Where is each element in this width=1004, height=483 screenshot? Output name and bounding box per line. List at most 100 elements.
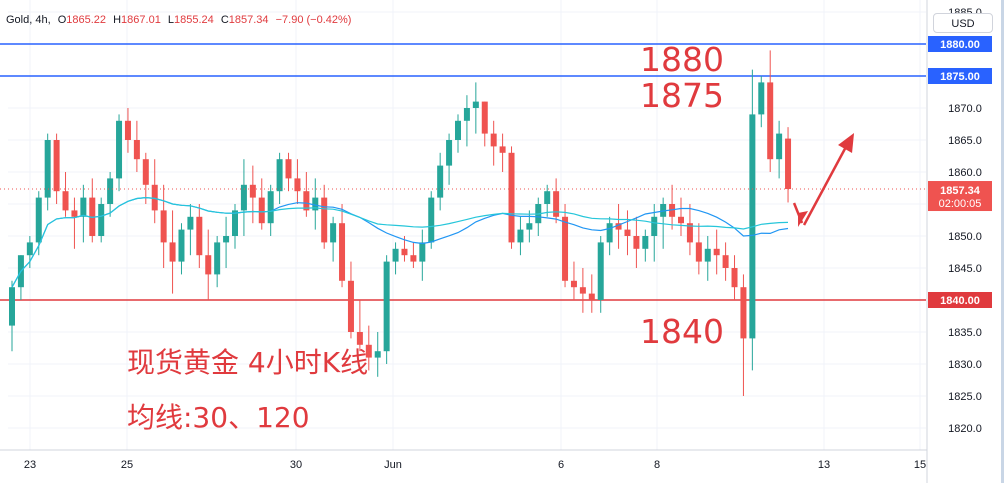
- price-tick-label: 1850.0: [948, 231, 982, 243]
- annotation-1875: 1875: [640, 76, 724, 115]
- close-value: 1857.34: [228, 14, 269, 26]
- candle-body: [249, 184, 256, 198]
- moving-average-note: 均线:30、120: [127, 401, 310, 434]
- close-label: C: [220, 14, 229, 26]
- candle-body: [678, 216, 684, 224]
- candle-body: [276, 159, 283, 192]
- candle-body: [9, 287, 15, 326]
- low-value: 1855.24: [174, 14, 214, 26]
- symbol-label: Gold, 4h,: [6, 14, 51, 26]
- candle-body: [80, 197, 87, 217]
- candle-body: [713, 248, 720, 256]
- candle-body: [187, 216, 194, 230]
- candle-body: [232, 210, 238, 236]
- candle-body: [124, 120, 131, 140]
- candle-body: [178, 229, 185, 262]
- time-tick-label: 30: [290, 459, 302, 471]
- change-value: −7.90 (−0.42%): [275, 14, 352, 26]
- candle-body: [758, 82, 765, 115]
- candle-body: [606, 223, 613, 243]
- last-price-tag-countdown: 02:00:05: [939, 198, 982, 210]
- time-tick-label: Jun: [384, 459, 402, 471]
- candle-body: [544, 191, 551, 204]
- candle-body: [767, 82, 774, 160]
- candle-body: [722, 255, 729, 268]
- candle-body: [312, 197, 319, 211]
- candle-body: [463, 108, 470, 121]
- candle-body: [258, 197, 265, 224]
- open-value: 1865.22: [66, 14, 107, 26]
- candle-body: [160, 210, 167, 243]
- price-tick-label: 1865.0: [948, 135, 982, 147]
- level-price-tag-text: 1875.00: [940, 71, 980, 83]
- candle-body: [570, 280, 577, 288]
- candle-body: [419, 242, 426, 262]
- chart-caption: 现货黄金 4小时K线: [127, 346, 369, 379]
- candle-body: [62, 191, 69, 211]
- candle-body: [214, 242, 221, 275]
- candle-body: [53, 140, 60, 192]
- level-price-tag-text: 1840.00: [940, 295, 980, 307]
- level-price-tag: [928, 68, 992, 84]
- up-arrow-line: [802, 142, 850, 226]
- price-tick-label: 1835.0: [948, 327, 982, 339]
- ohlc-legend: Gold, 4h, O1865.22 H1867.01 L1855.24 C18…: [6, 14, 355, 26]
- candle-body: [240, 184, 247, 211]
- candle-body: [481, 101, 488, 134]
- price-tick-label: 1830.0: [948, 359, 982, 371]
- candle-body: [410, 255, 417, 262]
- time-tick-label: 6: [558, 459, 564, 471]
- candle-body: [44, 140, 51, 198]
- candle-body: [686, 223, 693, 243]
- low-label: L: [167, 14, 174, 26]
- down-arrow-head: [798, 211, 809, 228]
- time-tick-label: 8: [654, 459, 660, 471]
- candle-body: [98, 204, 105, 236]
- candle-body: [267, 191, 274, 224]
- candle-body: [196, 216, 203, 256]
- candle-body: [704, 248, 711, 262]
- high-value: 1867.01: [121, 14, 161, 26]
- high-label: H: [113, 14, 122, 26]
- candle-body: [107, 178, 114, 204]
- candle-body: [615, 223, 622, 230]
- up-arrow-head: [838, 133, 855, 154]
- ma-120-line: [11, 196, 789, 288]
- candle-body: [499, 146, 506, 153]
- candle-body: [142, 159, 149, 185]
- candle-body: [633, 236, 640, 249]
- candle-body: [597, 242, 604, 300]
- candle-body: [205, 255, 212, 275]
- candle-body: [490, 133, 497, 147]
- level-price-tag: [928, 292, 992, 308]
- time-tick-label: 15: [914, 459, 926, 471]
- price-tick-label: 1860.0: [948, 167, 982, 179]
- candle-body: [624, 229, 631, 236]
- level-price-tag: [928, 36, 992, 52]
- price-tick-label: 1870.0: [948, 103, 982, 115]
- candle-body: [35, 197, 42, 243]
- candle-body: [740, 287, 747, 339]
- candle-body: [294, 178, 301, 192]
- candle-body: [437, 165, 444, 198]
- time-tick-label: 25: [121, 459, 133, 471]
- last-price-tag-price: 1857.34: [940, 185, 981, 197]
- open-label: O: [57, 14, 67, 26]
- candle-body: [785, 138, 792, 190]
- candle-body: [383, 261, 390, 352]
- candle-body: [339, 223, 346, 281]
- candle-body: [588, 293, 595, 300]
- candle-body: [374, 351, 381, 358]
- candle-body: [428, 197, 435, 243]
- currency-selector[interactable]: USD: [933, 13, 993, 33]
- candle-body: [579, 287, 586, 294]
- candle-body: [455, 120, 461, 140]
- candle-body: [26, 242, 33, 256]
- candle-body: [526, 223, 533, 230]
- candle-body: [365, 344, 372, 358]
- candle-body: [223, 236, 230, 243]
- candle-body: [562, 216, 569, 281]
- candle-body: [651, 216, 658, 236]
